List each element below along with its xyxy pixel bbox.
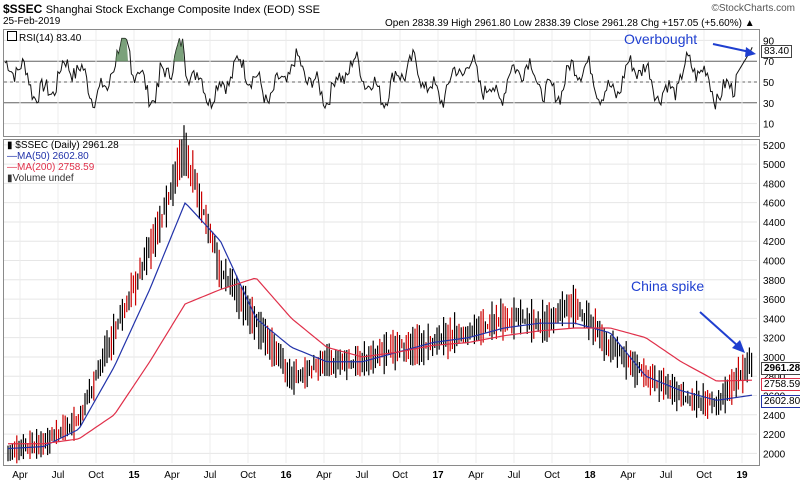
price-y-tick-label: 3000	[763, 353, 786, 364]
x-tick-label: Jul	[660, 470, 673, 481]
rsi-y-tick-label: 10	[763, 120, 775, 131]
legend-ma200: —MA(200) 2758.59	[7, 162, 95, 173]
rsi-overbought-fill	[163, 38, 184, 62]
chart-date: 25-Feb-2019	[3, 16, 61, 27]
price-y-tick-label: 5200	[763, 141, 786, 152]
price-y-tick-label: 5000	[763, 160, 786, 171]
x-tick-label: Jul	[508, 470, 521, 481]
x-tick-label: Apr	[620, 470, 636, 481]
x-tick-label: Jul	[204, 470, 217, 481]
legend-price: ▮ $SSEC (Daily) 2961.28	[7, 140, 119, 151]
rsi-current-tag: 83.40	[761, 45, 793, 58]
overbought-arrow-head	[745, 47, 756, 57]
x-tick-label: Oct	[88, 470, 104, 481]
ma50-tag: 2602.80	[761, 395, 800, 408]
price-legend: ▮ $SSEC (Daily) 2961.28 —MA(50) 2602.80 …	[7, 140, 119, 184]
ma50-line	[7, 201, 753, 450]
overbought-annotation: Overbought	[624, 31, 698, 47]
china-spike-arrow-head	[732, 340, 745, 353]
rsi-legend-swatch	[7, 31, 17, 41]
x-tick-label: Oct	[696, 470, 712, 481]
price-y-tick-label: 3200	[763, 334, 786, 345]
chart-title: $SSEC Shanghai Stock Exchange Composite …	[3, 2, 320, 16]
x-tick-label: Oct	[544, 470, 560, 481]
china-spike-annotation: China spike	[631, 278, 705, 294]
rsi-y-tick-label: 90	[763, 36, 775, 47]
ma200-tag: 2758.59	[761, 378, 800, 391]
price-y-tick-label: 4200	[763, 237, 786, 248]
x-tick-label: Apr	[12, 470, 28, 481]
copyright-text: ©StockCharts.com	[711, 3, 795, 14]
rsi-legend: RSI(14) 83.40	[7, 31, 81, 44]
close-price-tag: 2961.28	[761, 362, 800, 375]
x-tick-label: Jul	[52, 470, 65, 481]
x-tick-label: Jul	[356, 470, 369, 481]
price-y-tick-label: 4000	[763, 257, 786, 268]
price-y-tick-label: 4800	[763, 179, 786, 190]
rsi-y-tick-label: 50	[763, 78, 775, 89]
price-y-tick-label: 4600	[763, 199, 786, 210]
overbought-arrow	[712, 43, 751, 53]
legend-volume: ▮Volume undef	[7, 173, 74, 184]
price-y-tick-label: 3800	[763, 276, 786, 287]
rsi-y-tick-label: 30	[763, 99, 775, 110]
ohlc-readout: Open 2838.39 High 2961.80 Low 2838.39 Cl…	[385, 18, 755, 29]
price-y-tick-label: 2200	[763, 430, 786, 441]
x-tick-label: Apr	[468, 470, 484, 481]
x-tick-label: 15	[128, 470, 140, 481]
price-y-tick-label: 2400	[763, 411, 786, 422]
x-tick-label: 18	[584, 470, 596, 481]
price-y-tick-label: 3400	[763, 314, 786, 325]
x-tick-label: Apr	[316, 470, 332, 481]
price-y-tick-label: 2800	[763, 372, 786, 383]
price-y-tick-label: 2000	[763, 449, 786, 460]
x-tick-label: Oct	[392, 470, 408, 481]
x-tick-label: 17	[432, 470, 444, 481]
x-tick-label: Apr	[164, 470, 180, 481]
price-y-tick-label: 4400	[763, 218, 786, 229]
x-tick-label: Oct	[240, 470, 256, 481]
rsi-line	[4, 37, 753, 110]
legend-ma50: —MA(50) 2602.80	[7, 151, 89, 162]
price-y-tick-label: 3600	[763, 295, 786, 306]
ma200-line	[8, 277, 753, 445]
x-tick-label: 16	[280, 470, 292, 481]
rsi-y-tick-label: 70	[763, 57, 775, 68]
x-tick-label: 19	[736, 470, 748, 481]
rsi-overbought-fill	[110, 38, 128, 62]
china-spike-arrow	[699, 311, 739, 347]
